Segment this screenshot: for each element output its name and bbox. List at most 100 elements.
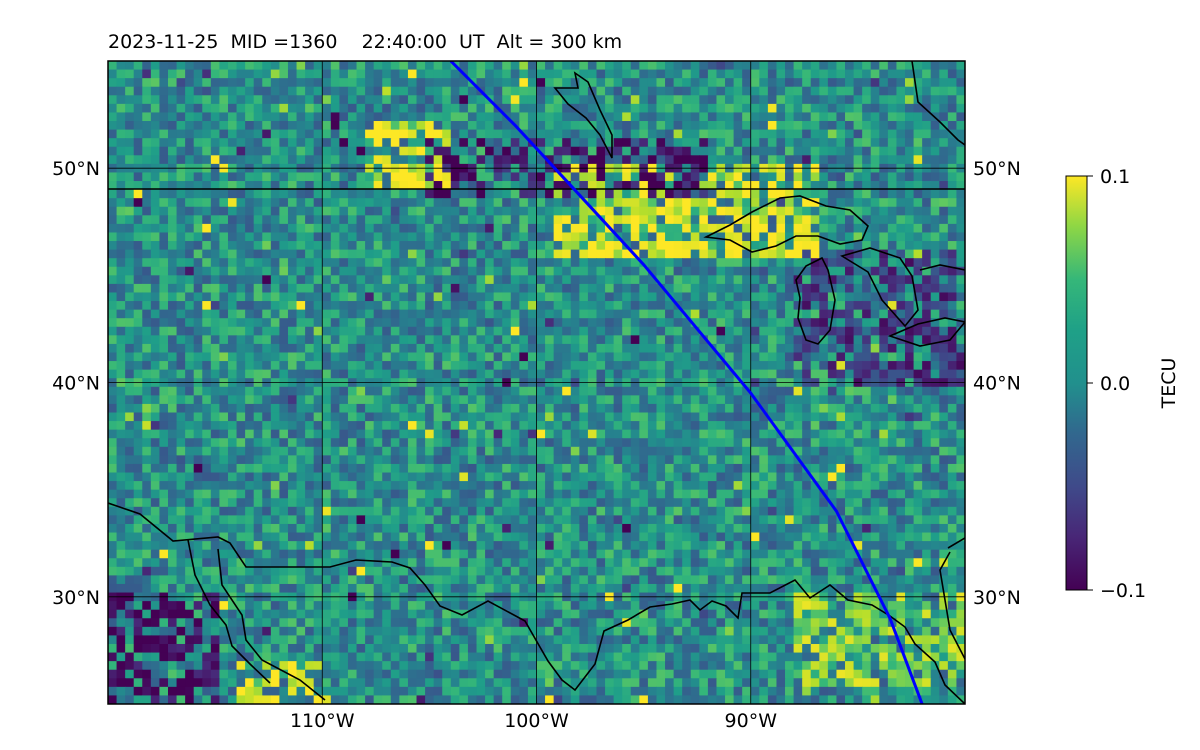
heatmap-cell	[296, 438, 306, 448]
heatmap-cell	[245, 309, 255, 319]
heatmap-cell	[407, 121, 418, 131]
heatmap-cell	[510, 301, 520, 311]
heatmap-cell	[930, 249, 940, 259]
heatmap-cell	[210, 266, 221, 276]
heatmap-cell	[733, 241, 743, 251]
heatmap-cell	[785, 395, 795, 405]
heatmap-cell	[305, 232, 315, 242]
heatmap-cell	[279, 249, 289, 259]
heatmap-cell	[322, 249, 332, 259]
heatmap-cell	[665, 446, 675, 456]
heatmap-cell	[785, 455, 795, 465]
heatmap-cell	[810, 215, 820, 225]
heatmap-cell	[707, 172, 718, 182]
heatmap-cell	[193, 61, 203, 71]
heatmap-cell	[570, 103, 580, 114]
heatmap-cell	[699, 301, 709, 311]
heatmap-cell	[836, 206, 846, 216]
heatmap-cell	[905, 318, 915, 328]
heatmap-cell	[330, 446, 340, 456]
heatmap-cell	[467, 429, 478, 439]
heatmap-cell	[519, 61, 529, 71]
heatmap-cell	[587, 463, 598, 474]
heatmap-cell	[382, 86, 392, 96]
heatmap-cell	[245, 395, 255, 405]
heatmap-cell	[879, 335, 889, 345]
heatmap-cell	[622, 103, 632, 114]
heatmap-cell	[536, 103, 546, 114]
heatmap-cell	[887, 198, 898, 208]
heatmap-cell	[425, 386, 435, 396]
heatmap-cell	[116, 198, 126, 208]
heatmap-cell	[879, 232, 889, 242]
heatmap-cell	[219, 206, 229, 216]
heatmap-cell	[665, 266, 675, 276]
heatmap-cell	[245, 198, 255, 208]
heatmap-cell	[939, 129, 949, 139]
heatmap-cell	[639, 232, 649, 242]
heatmap-cell	[707, 155, 718, 165]
heatmap-cell	[819, 343, 829, 354]
heatmap-cell	[245, 129, 255, 139]
heatmap-cell	[699, 318, 709, 328]
heatmap-cell	[579, 369, 589, 379]
heatmap-cell	[639, 283, 649, 294]
heatmap-cell	[827, 78, 838, 88]
heatmap-cell	[802, 146, 812, 156]
heatmap-cell	[810, 146, 820, 156]
heatmap-cell	[116, 446, 126, 456]
heatmap-cell	[502, 318, 512, 328]
heatmap-cell	[622, 309, 632, 319]
heatmap-cell	[373, 86, 383, 96]
heatmap-cell	[262, 112, 272, 122]
heatmap-cell	[442, 241, 452, 251]
heatmap-cell	[382, 138, 392, 148]
heatmap-cell	[947, 326, 958, 336]
heatmap-cell	[416, 421, 426, 431]
heatmap-cell	[579, 292, 589, 302]
heatmap-cell	[519, 343, 529, 354]
heatmap-cell	[433, 309, 443, 319]
heatmap-cell	[339, 301, 349, 311]
heatmap-cell	[450, 421, 460, 431]
heatmap-cell	[219, 369, 229, 379]
heatmap-cell	[562, 138, 572, 148]
heatmap-cell	[485, 129, 495, 139]
heatmap-cell	[845, 395, 855, 405]
heatmap-cell	[785, 403, 795, 414]
heatmap-cell	[167, 86, 178, 96]
heatmap-cell	[767, 232, 778, 242]
heatmap-cell	[527, 403, 538, 414]
heatmap-cell	[767, 258, 778, 268]
heatmap-cell	[296, 403, 306, 414]
heatmap-cell	[442, 266, 452, 276]
heatmap-cell	[570, 472, 580, 482]
heatmap-cell	[382, 172, 392, 182]
heatmap-cell	[913, 395, 923, 405]
heatmap-cell	[390, 266, 400, 276]
heatmap-cell	[939, 172, 949, 182]
heatmap-cell	[810, 172, 820, 182]
heatmap-cell	[407, 412, 418, 422]
heatmap-cell	[639, 403, 649, 414]
heatmap-cell	[382, 129, 392, 139]
heatmap-cell	[759, 472, 769, 482]
heatmap-cell	[425, 172, 435, 182]
heatmap-cell	[442, 121, 452, 131]
heatmap-cell	[150, 198, 161, 208]
heatmap-cell	[596, 472, 606, 482]
heatmap-cell	[510, 112, 520, 122]
heatmap-cell	[587, 95, 598, 105]
heatmap-cell	[339, 198, 349, 208]
heatmap-cell	[802, 283, 812, 294]
tec-heatmap	[108, 61, 965, 704]
heatmap-cell	[759, 95, 769, 105]
heatmap-cell	[202, 69, 212, 79]
heatmap-cell	[613, 121, 623, 131]
heatmap-cell	[845, 232, 855, 242]
heatmap-cell	[133, 172, 143, 182]
heatmap-cell	[502, 352, 512, 362]
heatmap-cell	[853, 241, 863, 251]
heatmap-cell	[545, 112, 555, 122]
heatmap-cell	[562, 86, 572, 96]
